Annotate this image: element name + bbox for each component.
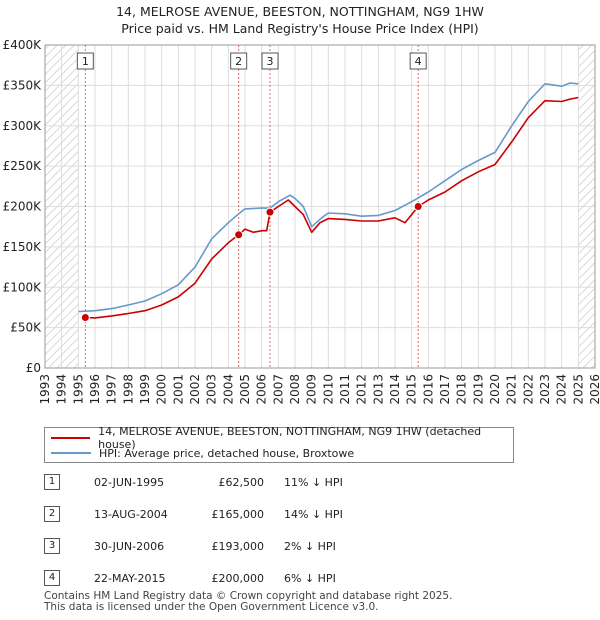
transaction-hpi-diff: 11% ↓ HPI xyxy=(284,476,343,489)
x-tick-label: 1995 xyxy=(71,374,85,405)
x-tick-label: 2026 xyxy=(588,374,600,405)
transaction-point xyxy=(234,230,244,240)
x-tick-label: 2016 xyxy=(421,374,435,405)
transaction-label: 3 xyxy=(267,55,274,68)
chart-title-line2: Price paid vs. HM Land Registry's House … xyxy=(121,21,479,36)
x-tick-label: 2004 xyxy=(221,374,235,405)
legend-entry-price: 14, MELROSE AVENUE, BEESTON, NOTTINGHAM,… xyxy=(51,425,513,451)
x-tick-label: 1996 xyxy=(88,374,102,405)
x-tick-label: 2011 xyxy=(338,374,352,405)
x-tick-label: 2001 xyxy=(171,374,185,405)
x-tick-label: 2002 xyxy=(188,374,202,405)
transaction-label-box xyxy=(230,52,248,70)
y-tick-label: £350K xyxy=(3,78,43,92)
hpi-line xyxy=(78,82,579,313)
legend-entry-hpi: HPI: Average price, detached house, Brox… xyxy=(51,446,354,460)
footer-copyright: Contains HM Land Registry data © Crown c… xyxy=(44,590,453,602)
transaction-badge: 2 xyxy=(44,506,60,522)
transaction-date: 30-JUN-2006 xyxy=(94,540,165,553)
transaction-price: £193,000 xyxy=(211,540,265,553)
transaction-point xyxy=(80,313,90,323)
plot-border xyxy=(44,44,596,369)
x-tick-label: 2024 xyxy=(555,374,569,405)
x-tick-label: 2006 xyxy=(255,374,269,405)
x-tick-label: 2008 xyxy=(288,374,302,405)
transaction-hpi-diff: 6% ↓ HPI xyxy=(284,572,336,585)
x-tick-label: 2019 xyxy=(471,374,485,405)
x-tick-label: 2017 xyxy=(438,374,452,405)
transaction-badge: 1 xyxy=(44,474,60,490)
table-row: 2 13-AUG-2004 £165,000 14% ↓ HPI xyxy=(44,504,384,524)
x-tick-label: 1993 xyxy=(38,374,52,405)
transaction-label-box xyxy=(261,52,279,70)
transaction-date: 22-MAY-2015 xyxy=(94,572,166,585)
x-tick-label: 1997 xyxy=(105,374,119,405)
x-tick-label: 2007 xyxy=(271,374,285,405)
x-tick-label: 2003 xyxy=(205,374,219,405)
x-tick-label: 2009 xyxy=(305,374,319,405)
y-tick-label: £200K xyxy=(3,200,43,214)
x-tick-label: 2021 xyxy=(505,374,519,405)
transaction-point xyxy=(413,202,423,211)
legend-price-swatch xyxy=(51,437,91,439)
transaction-badge: 4 xyxy=(44,570,60,586)
x-tick-label: 2023 xyxy=(538,374,552,405)
transaction-date: 02-JUN-1995 xyxy=(94,476,165,489)
legend-price-label: 14, MELROSE AVENUE, BEESTON, NOTTINGHAM,… xyxy=(98,425,482,451)
transaction-label: 2 xyxy=(235,55,242,68)
x-tick-label: 2022 xyxy=(521,374,535,405)
transaction-hpi-diff: 2% ↓ HPI xyxy=(284,540,336,553)
transaction-date: 13-AUG-2004 xyxy=(94,508,168,521)
x-tick-label: 2010 xyxy=(321,374,335,405)
y-tick-label: £50K xyxy=(10,321,42,335)
price-paid-line xyxy=(85,96,579,319)
transaction-badge: 3 xyxy=(44,538,60,554)
x-tick-label: 1999 xyxy=(138,374,152,405)
y-tick-label: £100K xyxy=(3,280,43,294)
legend-hpi-label: HPI: Average price, detached house, Brox… xyxy=(99,446,355,460)
table-row: 4 22-MAY-2015 £200,000 6% ↓ HPI xyxy=(44,568,384,588)
transaction-point xyxy=(265,207,275,217)
y-tick-label: £150K xyxy=(3,240,43,254)
transaction-label: 1 xyxy=(82,55,89,68)
x-tick-label: 1998 xyxy=(121,374,135,405)
transaction-label-box xyxy=(76,52,94,70)
y-tick-label: £400K xyxy=(3,38,43,52)
x-tick-label: 2012 xyxy=(355,374,369,405)
price-chart: £0 £50K £100K £150K £200K £250K £300K £350K £400… xyxy=(3,38,600,405)
x-tick-label: 2013 xyxy=(371,374,385,405)
y-tick-label: £300K xyxy=(3,119,43,133)
footer-license: This data is licensed under the Open Gov… xyxy=(44,601,379,613)
x-tick-label: 2025 xyxy=(571,374,585,405)
y-tick-label: £0 xyxy=(26,361,41,375)
transaction-price: £165,000 xyxy=(211,508,265,521)
table-row: 1 02-JUN-1995 £62,500 11% ↓ HPI xyxy=(44,472,384,492)
table-row: 3 30-JUN-2006 £193,000 2% ↓ HPI xyxy=(44,536,384,556)
x-tick-label: 2014 xyxy=(388,374,402,405)
x-tick-label: 1994 xyxy=(55,374,69,405)
transaction-price: £200,000 xyxy=(211,572,265,585)
transaction-price: £62,500 xyxy=(218,476,265,489)
x-tick-label: 2018 xyxy=(455,374,469,405)
legend-hpi-swatch xyxy=(51,452,91,454)
transaction-label-box xyxy=(409,52,427,70)
transaction-label: 4 xyxy=(415,55,422,68)
chart-title-line1: 14, MELROSE AVENUE, BEESTON, NOTTINGHAM,… xyxy=(116,4,484,19)
transaction-hpi-diff: 14% ↓ HPI xyxy=(284,508,343,521)
x-tick-label: 2000 xyxy=(155,374,169,405)
y-tick-label: £250K xyxy=(3,159,43,173)
x-tick-label: 2020 xyxy=(488,374,502,405)
x-tick-label: 2005 xyxy=(238,374,252,405)
chart-legend: 14, MELROSE AVENUE, BEESTON, NOTTINGHAM,… xyxy=(44,425,514,463)
x-tick-label: 2015 xyxy=(405,374,419,405)
